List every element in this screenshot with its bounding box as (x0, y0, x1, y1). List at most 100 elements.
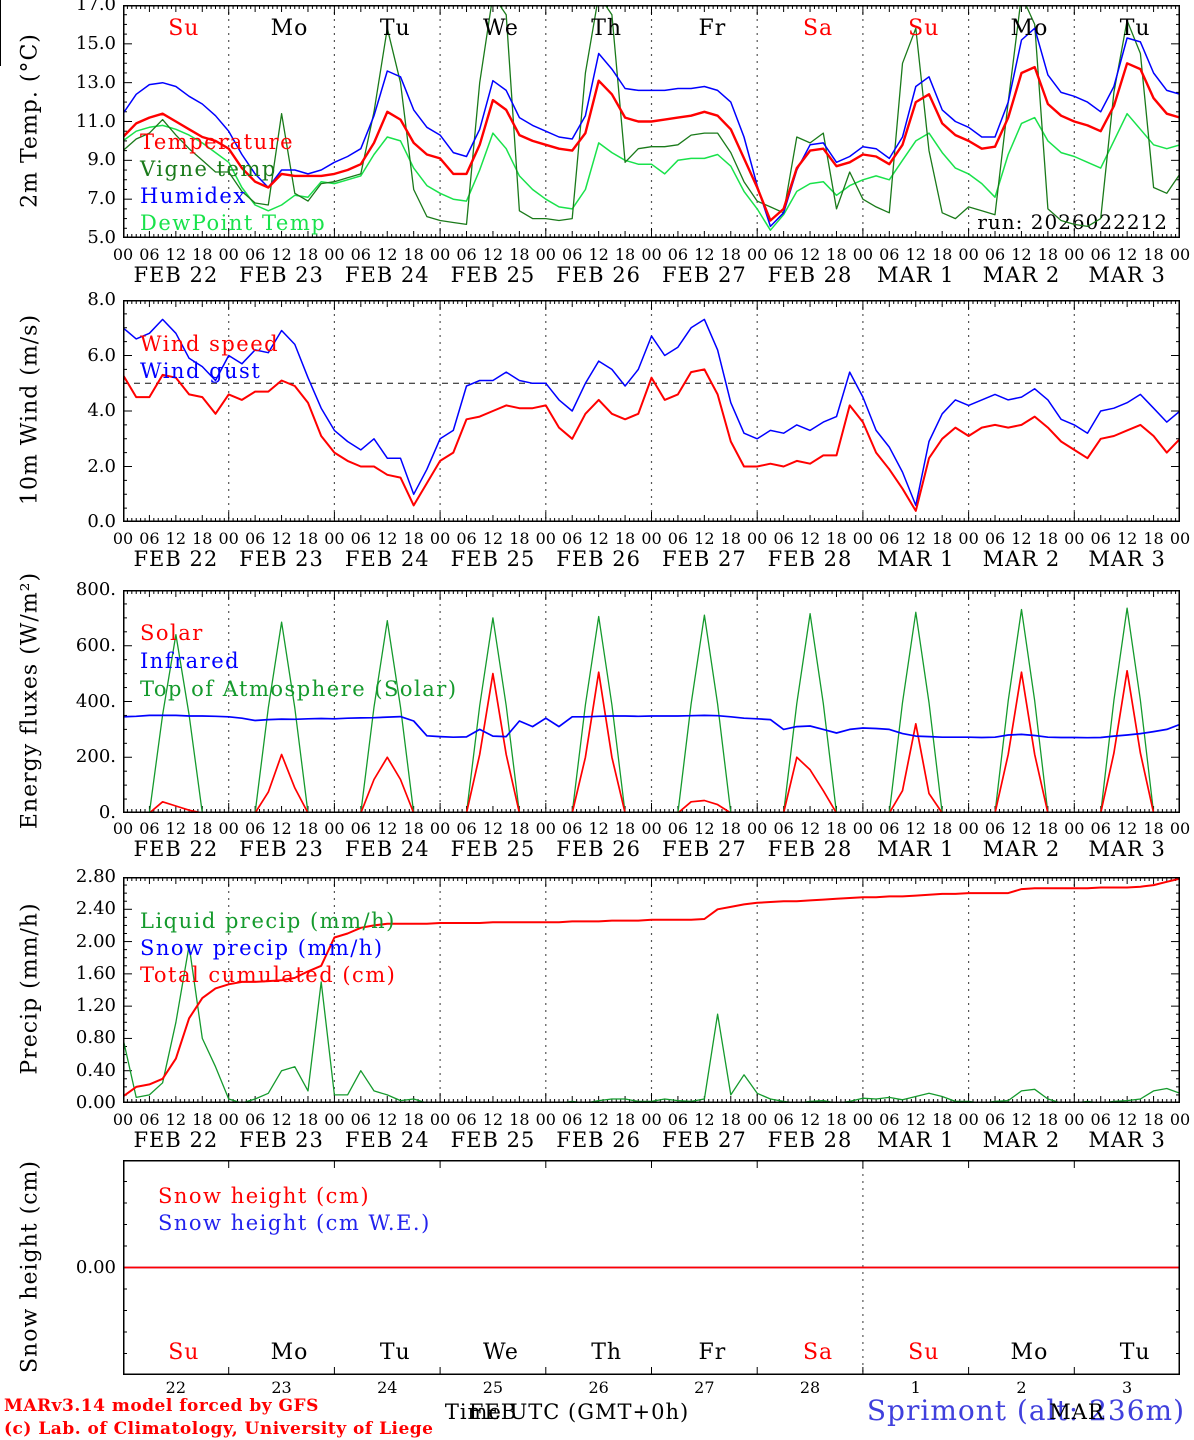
hour-tick-label: 00 (852, 245, 874, 264)
hour-tick-label: 00 (218, 245, 239, 264)
hour-tick-label: 06 (1090, 529, 1111, 548)
hour-tick-label: 12 (905, 245, 926, 264)
hour-tick-label: 00 (958, 529, 979, 548)
top-day-name: Tu (379, 16, 411, 41)
hour-tick-label: 12 (1011, 1110, 1032, 1129)
hour-tick-label: 06 (562, 529, 583, 548)
hour-tick-label: 00 (747, 819, 768, 838)
date-label: MAR 2 (982, 1128, 1061, 1152)
hour-tick-label: 18 (1037, 245, 1059, 264)
top-day-name: Tu (1119, 16, 1151, 41)
hour-tick-label: 18 (720, 245, 741, 264)
top-day-name: Su (908, 16, 940, 41)
bottom-day-name: Su (168, 1340, 200, 1365)
legend-solar: Solar (140, 621, 204, 645)
hour-tick-label: 12 (1116, 1110, 1138, 1129)
y-tick-label: 0.80 (75, 1027, 116, 1049)
top-day-name: Su (168, 16, 200, 41)
hour-tick-label: 00 (958, 819, 979, 838)
station-title: Sprimont (alt: 236m) (866, 1394, 1185, 1427)
bottom-date-label: 22 (165, 1378, 187, 1397)
date-label: MAR 3 (1088, 837, 1166, 861)
date-label: FEB 25 (450, 837, 536, 861)
hour-tick-label: 12 (905, 529, 926, 548)
y-tick-label: 15.0 (75, 32, 116, 54)
legend-infrared: Infrared (140, 649, 241, 673)
hour-tick-label: 12 (271, 529, 292, 548)
date-label: MAR 3 (1088, 1128, 1166, 1152)
date-label: FEB 25 (450, 1128, 536, 1152)
date-label: FEB 27 (661, 263, 747, 287)
top-day-name: Mo (270, 16, 309, 41)
bottom-day-name: Tu (379, 1340, 411, 1365)
hour-tick-label: 06 (456, 529, 477, 548)
hour-tick-label: 06 (667, 819, 689, 838)
humidex-line (123, 27, 1180, 228)
date-label: FEB 28 (767, 1128, 853, 1152)
hour-tick-label: 06 (139, 1110, 160, 1129)
hour-tick-label: 18 (826, 819, 847, 838)
hour-tick-label: 18 (931, 529, 953, 548)
date-label: FEB 27 (661, 547, 747, 571)
hour-tick-label: 06 (879, 1110, 900, 1129)
y-tick-label: 800. (75, 579, 116, 600)
hour-tick-label: 12 (482, 1110, 504, 1129)
hour-tick-label: 00 (535, 245, 556, 264)
y-axis-title: Snow height (cm) (17, 1159, 43, 1373)
hour-tick-label: 18 (192, 245, 213, 264)
date-label: FEB 28 (767, 837, 853, 861)
hour-tick-label: 00 (641, 529, 662, 548)
y-axis-title: Energy fluxes (W/m²) (17, 571, 43, 829)
hour-tick-label: 12 (377, 245, 398, 264)
hour-tick-label: 06 (773, 529, 794, 548)
legend-snow-precip-mm-h-: Snow precip (mm/h) (140, 936, 384, 960)
temperature-line (123, 62, 1180, 222)
date-label: FEB 26 (556, 547, 641, 571)
hour-tick-label: 18 (1037, 819, 1059, 838)
hour-tick-label: 12 (1116, 245, 1138, 264)
y-tick-label: 7.0 (87, 188, 116, 210)
date-label: FEB 27 (661, 837, 747, 861)
top-day-name: Th (591, 16, 623, 41)
date-label: MAR 1 (876, 1128, 955, 1152)
hour-tick-label: 18 (931, 1110, 953, 1129)
date-label: FEB 24 (344, 837, 430, 861)
hour-tick-label: 18 (403, 1110, 424, 1129)
hour-tick-label: 06 (139, 819, 160, 838)
hour-tick-label: 12 (799, 529, 821, 548)
date-label: FEB 24 (344, 1128, 430, 1152)
hour-tick-label: 06 (879, 529, 900, 548)
hour-tick-label: 18 (1037, 529, 1059, 548)
hour-tick-label: 18 (297, 529, 319, 548)
hour-tick-label: 00 (535, 529, 556, 548)
bottom-date-label: 1 (910, 1378, 921, 1397)
top-day-name: Sa (802, 16, 834, 41)
hour-tick-label: 12 (1011, 819, 1032, 838)
y-tick-label: 13.0 (75, 71, 116, 93)
hour-tick-label: 18 (1143, 245, 1164, 264)
date-label: FEB 27 (661, 1128, 747, 1152)
bottom-day-name: Mo (1010, 1340, 1049, 1365)
hour-tick-label: 00 (112, 245, 134, 264)
plot-frame (123, 590, 1180, 813)
bottom-date-label: 27 (694, 1378, 715, 1397)
hour-tick-label: 06 (1090, 245, 1111, 264)
bottom-date-label: 24 (377, 1378, 398, 1397)
bottom-day-name: We (483, 1340, 519, 1365)
hour-tick-label: 00 (958, 1110, 979, 1129)
plot-frame (123, 1160, 1180, 1375)
hour-tick-label: 06 (456, 1110, 477, 1129)
hour-tick-label: 18 (1037, 1110, 1059, 1129)
legend-temperature: Temperature (140, 130, 295, 154)
hour-tick-label: 00 (429, 529, 451, 548)
hour-tick-label: 00 (324, 819, 345, 838)
hour-tick-label: 06 (562, 819, 583, 838)
date-label: FEB 26 (556, 263, 641, 287)
hour-tick-label: 06 (879, 245, 900, 264)
hour-tick-label: 00 (218, 529, 239, 548)
plot-frame (123, 5, 1180, 238)
bottom-axis-tick (0, 60, 1, 66)
legend-top-of-atmosphere-solar-: Top of Atmosphere (Solar) (140, 677, 458, 701)
top-day-name: Fr (698, 16, 727, 41)
